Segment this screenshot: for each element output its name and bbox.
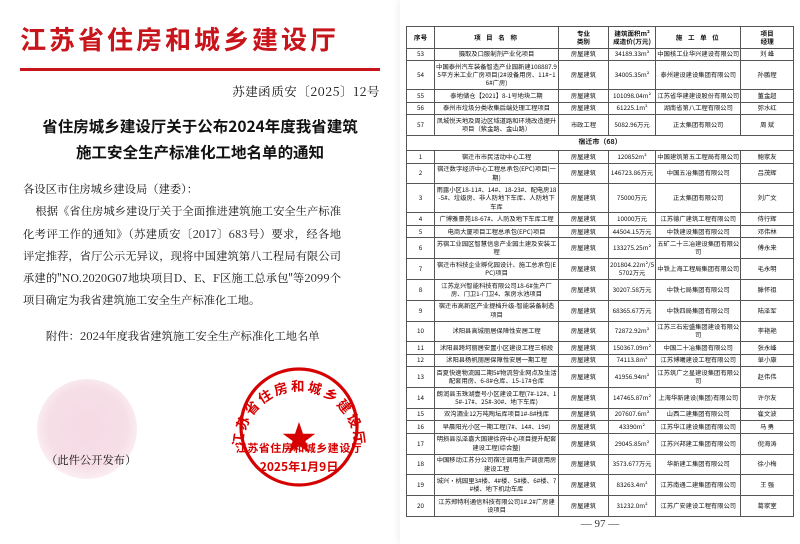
svg-text:2025年1月9日: 2025年1月9日 xyxy=(260,458,338,475)
